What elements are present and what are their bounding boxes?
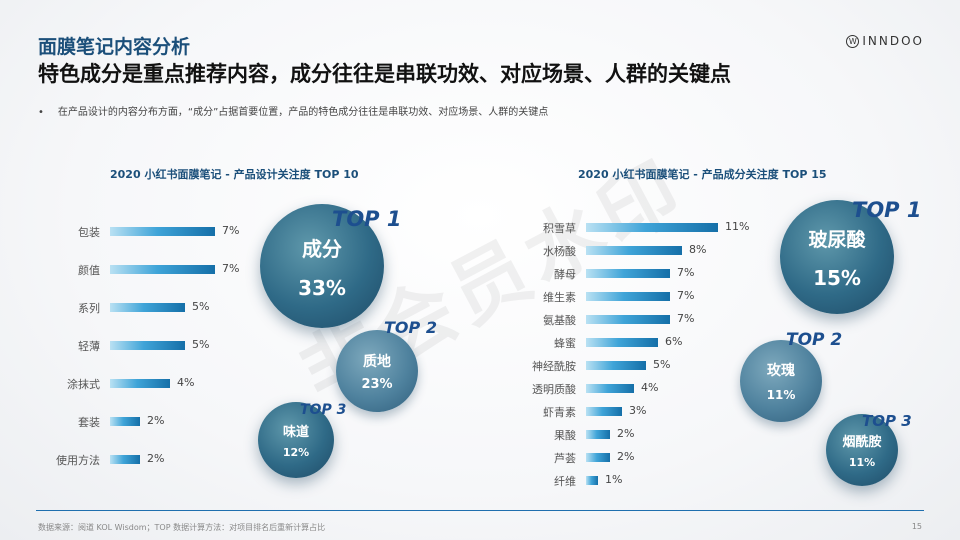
left-chart-title: 2020 小红书面膜笔记 - 产品设计关注度 TOP 10 [110, 168, 359, 181]
bar-category-label: 酵母 [554, 268, 576, 281]
bullet-marker: • [38, 107, 44, 118]
bar [110, 227, 215, 236]
bar-category-label: 神经酰胺 [532, 360, 576, 373]
bar [110, 379, 170, 388]
right-top3-label: TOP 3 [862, 412, 912, 430]
bar-value-label: 7% [222, 224, 240, 237]
page-title: 面膜笔记内容分析 [38, 36, 191, 58]
bar-category-label: 积雪草 [543, 222, 576, 235]
bar-value-label: 1% [605, 473, 623, 486]
right-top1-bubble: 玻尿酸 15% [780, 200, 894, 314]
bar [110, 417, 140, 426]
right-top1-name: 玻尿酸 [808, 228, 866, 251]
bar-value-label: 2% [617, 427, 635, 440]
bar [586, 453, 610, 462]
left-top1-value: 33% [298, 275, 346, 300]
bar [110, 303, 185, 312]
bar-value-label: 7% [677, 312, 695, 325]
right-top1-value: 15% [813, 265, 861, 290]
bar [586, 269, 670, 278]
brand-logo: W INNDOO [846, 34, 924, 48]
bar [586, 338, 658, 347]
right-top2-value: 11% [766, 388, 796, 402]
bar-value-label: 5% [192, 300, 210, 313]
bar [110, 455, 140, 464]
bullet-point: • 在产品设计的内容分布方面，“成分”占据首要位置，产品的特色成分往往是串联功效、… [38, 103, 548, 118]
right-top2-name: 玫瑰 [767, 363, 795, 379]
left-top3-value: 12% [282, 446, 310, 459]
bar-category-label: 果酸 [554, 429, 576, 442]
bar [586, 430, 610, 439]
bar-category-label: 蜂蜜 [554, 337, 576, 350]
bar-category-label: 透明质酸 [532, 383, 576, 396]
bar-value-label: 5% [653, 358, 671, 371]
bar [586, 315, 670, 324]
bar-value-label: 3% [629, 404, 647, 417]
bar-value-label: 8% [689, 243, 707, 256]
bar-category-label: 套装 [78, 416, 100, 429]
right-top2-bubble: 玫瑰 11% [740, 340, 822, 422]
bar-category-label: 轻薄 [78, 340, 100, 353]
right-top3-value: 11% [848, 456, 876, 469]
bar [586, 384, 634, 393]
left-top2-label: TOP 2 [384, 318, 437, 337]
bar-category-label: 虾青素 [543, 406, 576, 419]
bar-value-label: 4% [177, 376, 195, 389]
right-chart-title: 2020 小红书面膜笔记 - 产品成分关注度 TOP 15 [578, 168, 827, 181]
page-subtitle: 特色成分是重点推荐内容，成分往往是串联功效、对应场景、人群的关键点 [38, 62, 731, 86]
bar [586, 476, 598, 485]
right-top2-label: TOP 2 [786, 330, 843, 350]
left-top2-bubble: 质地 23% [336, 330, 418, 412]
bar-value-label: 5% [192, 338, 210, 351]
page-number: 15 [911, 522, 922, 531]
bar [586, 407, 622, 416]
logo-text: INNDOO [862, 34, 924, 48]
bar-value-label: 11% [725, 220, 750, 233]
left-top2-name: 质地 [363, 353, 391, 370]
footer-divider [36, 510, 924, 511]
left-top1-name: 成分 [302, 236, 342, 261]
bar-category-label: 系列 [78, 302, 100, 315]
bar [586, 361, 646, 370]
right-top3-name: 烟酰胺 [842, 435, 882, 450]
bar-category-label: 芦荟 [554, 452, 576, 465]
bar-category-label: 水杨酸 [543, 245, 576, 258]
bullet-text: 在产品设计的内容分布方面，“成分”占据首要位置，产品的特色成分往往是串联功效、对… [57, 107, 549, 118]
footer-source: 数据来源：阅道 KOL Wisdom；TOP 数据计算方法：对项目排名后重新计算… [38, 523, 326, 532]
bar-value-label: 2% [617, 450, 635, 463]
left-top1-label: TOP 1 [332, 207, 402, 231]
left-top2-value: 23% [361, 376, 393, 392]
bar-value-label: 2% [147, 452, 165, 465]
bar [586, 246, 682, 255]
bar [110, 265, 215, 274]
bar-category-label: 颜值 [78, 264, 100, 277]
left-top1-bubble: 成分 33% [260, 204, 384, 328]
bar-value-label: 7% [677, 266, 695, 279]
left-top3-label: TOP 3 [300, 402, 347, 418]
logo-mark-icon: W [846, 34, 860, 48]
bar-value-label: 2% [147, 414, 165, 427]
bar [110, 341, 185, 350]
bar-category-label: 氨基酸 [543, 314, 576, 327]
bar-category-label: 包装 [78, 226, 100, 239]
bar [586, 292, 670, 301]
bar-category-label: 涂抹式 [67, 378, 100, 391]
right-top3-bubble: 烟酰胺 11% [826, 414, 898, 486]
right-top1-label: TOP 1 [852, 198, 922, 222]
bar-value-label: 7% [222, 262, 240, 275]
bar-value-label: 7% [677, 289, 695, 302]
bar-category-label: 维生素 [543, 291, 576, 304]
left-top3-name: 味道 [282, 425, 309, 440]
bar-value-label: 4% [641, 381, 659, 394]
left-top3-bubble: 味道 12% [258, 402, 334, 478]
bar-category-label: 纤维 [554, 475, 576, 488]
bar-category-label: 使用方法 [56, 454, 100, 467]
bar-value-label: 6% [665, 335, 683, 348]
bar [586, 223, 718, 232]
